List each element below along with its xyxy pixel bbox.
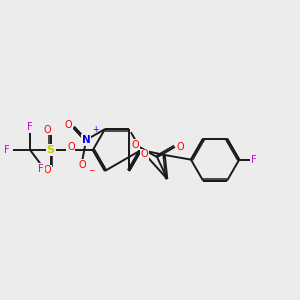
Text: +: + xyxy=(92,125,98,134)
Text: O: O xyxy=(67,142,75,152)
Text: F: F xyxy=(251,154,257,165)
Text: O: O xyxy=(43,165,51,176)
Text: S: S xyxy=(46,145,55,155)
Text: O: O xyxy=(132,140,140,149)
Text: F: F xyxy=(4,145,10,155)
Text: N: N xyxy=(82,135,91,145)
Text: F: F xyxy=(27,122,33,133)
Text: O: O xyxy=(141,149,148,159)
Text: O: O xyxy=(64,120,72,130)
Text: O: O xyxy=(79,160,86,170)
Text: −: − xyxy=(88,166,94,175)
Text: F: F xyxy=(38,164,44,174)
Text: O: O xyxy=(43,124,51,135)
Text: O: O xyxy=(176,142,184,152)
